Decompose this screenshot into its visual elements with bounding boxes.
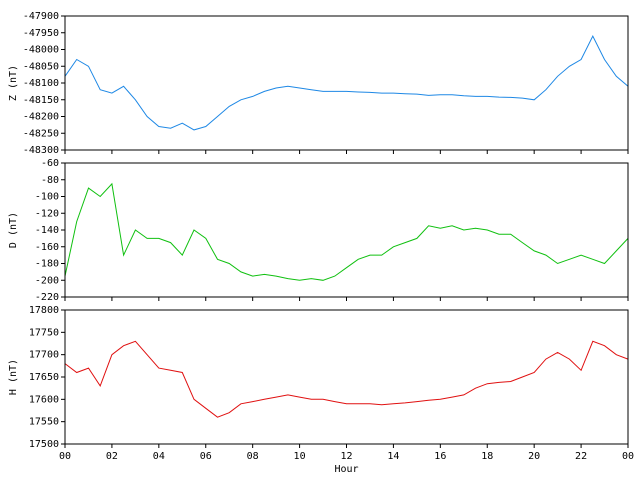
x-tick-label: 08 [247,451,259,462]
x-axis-label: Hour [334,464,358,475]
y-tick-label: 17550 [29,417,59,428]
y-tick-label: 17700 [29,350,59,361]
y-tick-label: -180 [35,259,59,270]
x-tick-label: 02 [106,451,118,462]
x-tick-label: 06 [200,451,212,462]
panel-frame [64,15,629,151]
x-tick-label: 04 [153,451,165,462]
y-tick-label: -47900 [23,11,59,22]
x-tick-label: 00 [59,451,71,462]
x-tick-label: 12 [340,451,352,462]
y-tick-label: -48050 [23,61,59,72]
x-tick-label: 20 [528,451,540,462]
y-tick-label: -48000 [23,45,59,56]
y-tick-label: -160 [35,242,59,253]
y-tick-label: -80 [41,175,59,186]
x-tick-label: 18 [481,451,493,462]
y-tick-label: -48150 [23,95,59,106]
y-tick-label: -48100 [23,78,59,89]
y-tick-label: -48200 [23,112,59,123]
y-axis-label: Z (nT) [8,65,19,101]
y-tick-label: -220 [35,292,59,303]
panel-frame [64,162,629,298]
y-tick-label: 17600 [29,394,59,405]
data-line [64,340,629,418]
y-tick-label: 17500 [29,439,59,450]
x-tick-label: 14 [387,451,399,462]
y-tick-label: -200 [35,275,59,286]
y-tick-label: -48300 [23,145,59,156]
data-line [64,182,629,281]
y-axis-label: D (nT) [8,212,19,248]
y-tick-label: 17800 [29,305,59,316]
panel-frame [64,309,629,445]
x-tick-label: 22 [575,451,587,462]
y-axis-label: H (nT) [8,359,19,395]
x-tick-label: 10 [294,451,306,462]
y-tick-label: 17750 [29,327,59,338]
y-tick-label: -120 [35,208,59,219]
x-tick-label: 16 [434,451,446,462]
x-tick-label: 00 [622,451,634,462]
data-line [64,34,629,131]
y-tick-label: -140 [35,225,59,236]
y-tick-label: -47950 [23,28,59,39]
y-tick-label: 17650 [29,372,59,383]
y-tick-label: -60 [41,158,59,169]
y-tick-label: -100 [35,192,59,203]
y-tick-label: -48250 [23,128,59,139]
